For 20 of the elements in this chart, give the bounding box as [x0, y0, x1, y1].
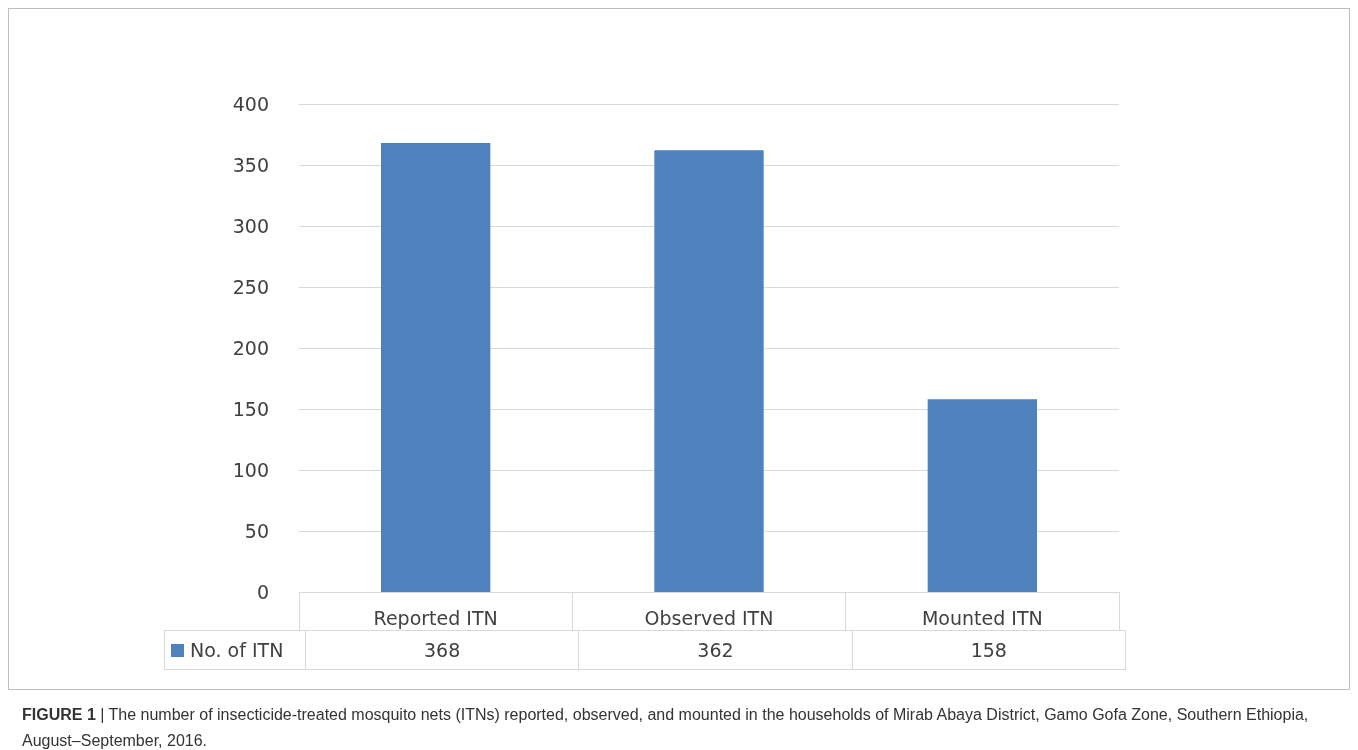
legend-label: No. of ITN	[190, 639, 284, 661]
x-tick-label: Reported ITN	[373, 606, 498, 629]
bar	[927, 399, 1037, 592]
bar	[381, 143, 491, 592]
bar	[654, 150, 764, 592]
y-tick-label: 300	[232, 215, 269, 237]
y-tick-label: 250	[232, 276, 269, 298]
y-tick-label: 0	[256, 581, 269, 603]
y-tick-label: 400	[232, 93, 269, 115]
y-tick-label: 50	[244, 520, 269, 542]
x-tick-label: Mounted ITN	[921, 606, 1043, 629]
y-tick-label: 100	[232, 459, 269, 481]
x-tick-label: Observed ITN	[644, 606, 774, 629]
y-tick-label: 200	[232, 337, 269, 359]
y-tick-label: 350	[232, 154, 269, 176]
data-label: 362	[579, 631, 853, 669]
data-label: 368	[306, 631, 580, 669]
caption: FIGURE 1 | The number of insecticide-treated mosquito nets (ITNs) reported, observed, and mounted in the households of Mirab Abaya District, Gamo Gofa Zone, Southern Ethiopia, August–September, 2016.	[21, 705, 1310, 750]
y-tick-label: 150	[232, 398, 269, 420]
data-label: 158	[969, 638, 1008, 663]
